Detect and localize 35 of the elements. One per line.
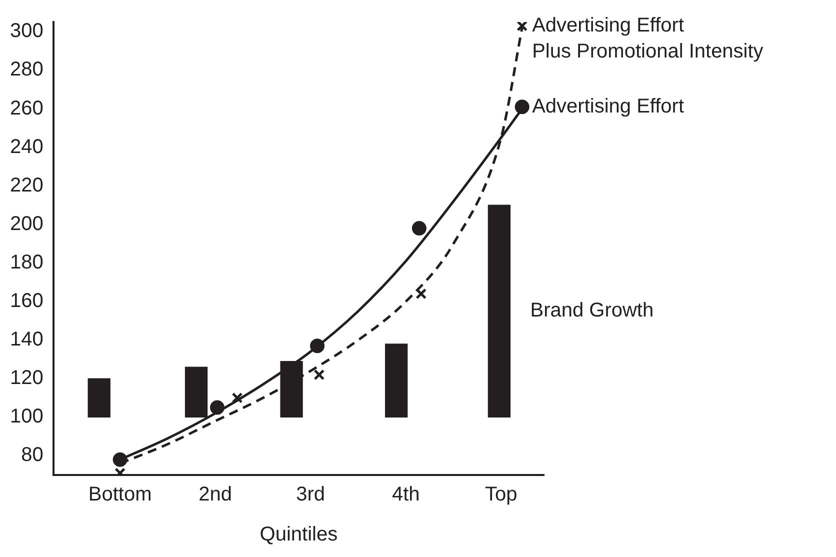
bar [280, 360, 303, 418]
x-tick-label: Bottom [88, 484, 152, 506]
point [514, 100, 530, 114]
x-tick-label: 4th [392, 484, 420, 506]
x-tick-label: 2nd [198, 484, 232, 506]
y-tick-label: 120 [10, 367, 44, 390]
series-label: Brand Growth [530, 300, 654, 322]
y-tick-label: 260 [10, 97, 44, 120]
y-tick-label: 180 [10, 251, 44, 274]
y-tick-label: 280 [10, 58, 44, 81]
point [232, 392, 243, 404]
point [516, 22, 528, 32]
bar [488, 204, 511, 418]
x-tick-label: Top [485, 484, 518, 506]
point [416, 288, 427, 300]
y-tick-label: 240 [10, 136, 44, 158]
y-tick-label: 220 [10, 174, 44, 196]
x-tick-label: 3rd [296, 484, 326, 506]
point [112, 452, 128, 467]
bar [385, 344, 408, 418]
y-tick-label: 160 [10, 290, 44, 312]
point [210, 400, 224, 415]
y-tick-label: 200 [10, 212, 44, 235]
series-label: Advertising Effort [532, 95, 684, 118]
y-tick-label: 300 [10, 20, 44, 42]
y-tick-label: 140 [10, 328, 44, 351]
x-axis-title: Quintiles [260, 524, 338, 546]
bar [88, 378, 110, 418]
y-tick-label: 100 [10, 406, 44, 428]
point [310, 338, 325, 354]
bar [184, 366, 208, 418]
series-label: Advertising Effort Plus Promotional Intensity [532, 14, 764, 62]
point [412, 221, 426, 236]
y-tick-label: 80 [21, 444, 44, 466]
point [314, 369, 325, 380]
